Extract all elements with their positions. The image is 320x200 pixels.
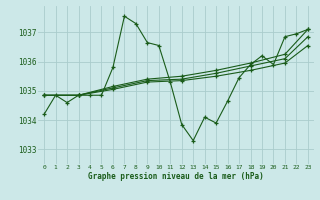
- X-axis label: Graphe pression niveau de la mer (hPa): Graphe pression niveau de la mer (hPa): [88, 172, 264, 181]
